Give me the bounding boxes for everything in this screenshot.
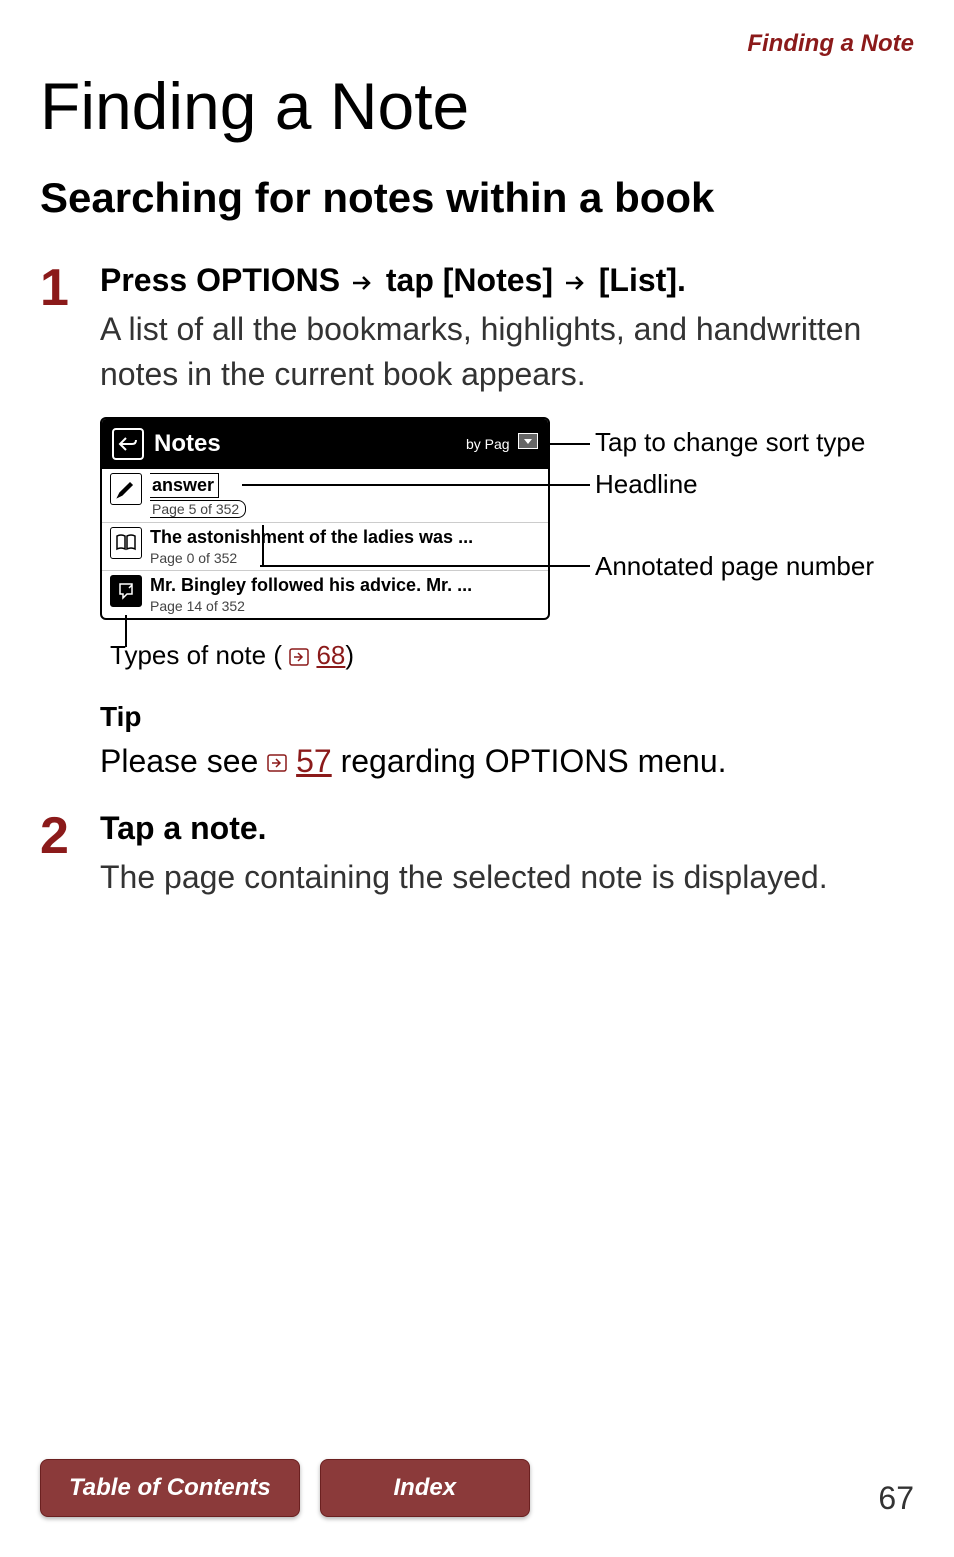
- types-of-note-text: Types of note (: [110, 640, 282, 670]
- tip-link[interactable]: 57: [296, 743, 332, 779]
- callout-line-types: [125, 615, 127, 647]
- pen-icon: [110, 473, 142, 505]
- tip-heading: Tip: [100, 701, 914, 733]
- note-content-1: The astonishment of the ladies was ... P…: [150, 527, 540, 566]
- note-content-0: answer Page 5 of 352: [150, 473, 540, 518]
- toc-button[interactable]: Table of Contents: [40, 1459, 300, 1517]
- types-of-note-link[interactable]: 68: [316, 640, 345, 670]
- sort-label: by Pag: [466, 436, 510, 452]
- header-section-label: Finding a Note: [40, 30, 914, 58]
- chevron-down-icon: [518, 433, 538, 449]
- step-1-content: Press OPTIONS tap [Notes] [List]. A list…: [100, 262, 914, 671]
- step-2-number: 2: [40, 810, 100, 920]
- note-headline-text-0: answer: [150, 473, 219, 498]
- types-of-note-close: ): [345, 640, 354, 670]
- note-page-text-0: Page 5 of 352: [150, 500, 246, 518]
- book-icon: [110, 527, 142, 559]
- callout-page-number: Annotated page number: [595, 551, 874, 582]
- step-1-heading-part-2: [List].: [599, 262, 686, 298]
- page-link-icon: [267, 754, 287, 772]
- note-row-2[interactable]: Mr. Bingley followed his advice. Mr. ...…: [102, 571, 548, 618]
- arrow-right-icon: [566, 275, 586, 291]
- notes-header: Notes by Pag: [102, 419, 548, 469]
- step-2-content: Tap a note. The page containing the sele…: [100, 810, 914, 920]
- screenshot-container: Notes by Pag answer: [100, 417, 914, 620]
- index-button[interactable]: Index: [320, 1459, 530, 1517]
- back-icon[interactable]: [112, 428, 144, 460]
- callout-sort-type: Tap to change sort type: [595, 427, 865, 458]
- note-page-0: Page 5 of 352: [150, 500, 540, 518]
- section-title: Searching for notes within a book: [40, 174, 914, 222]
- callout-line-sort: [540, 443, 590, 445]
- step-1-heading: Press OPTIONS tap [Notes] [List].: [100, 262, 914, 299]
- callout-line-page: [260, 565, 590, 567]
- step-2: 2 Tap a note. The page containing the se…: [40, 810, 914, 920]
- notes-screenshot: Notes by Pag answer: [100, 417, 550, 620]
- note-row-1[interactable]: The astonishment of the ladies was ... P…: [102, 523, 548, 571]
- note-headline-2: Mr. Bingley followed his advice. Mr. ...: [150, 575, 540, 596]
- arrow-right-icon: [353, 275, 373, 291]
- step-1-number: 1: [40, 262, 100, 671]
- note-icon: [110, 575, 142, 607]
- types-of-note: Types of note ( 68): [110, 640, 914, 671]
- callout-headline: Headline: [595, 469, 698, 500]
- step-1-text: A list of all the bookmarks, highlights,…: [100, 307, 914, 397]
- step-1-heading-part-1: tap [Notes]: [386, 262, 562, 298]
- step-1: 1 Press OPTIONS tap [Notes] [List]. A li…: [40, 262, 914, 671]
- notes-header-title: Notes: [154, 430, 466, 458]
- note-content-2: Mr. Bingley followed his advice. Mr. ...…: [150, 575, 540, 614]
- page-link-icon: [289, 648, 309, 666]
- tip-text-part-0: Please see: [100, 743, 267, 779]
- note-row-0[interactable]: answer Page 5 of 352: [102, 469, 548, 523]
- callout-line-vertical-headline: [262, 525, 264, 565]
- tip-text-part-2: regarding OPTIONS menu.: [341, 743, 727, 779]
- page-number: 67: [878, 1480, 914, 1517]
- tip-text: Please see 57 regarding OPTIONS menu.: [100, 743, 914, 780]
- step-2-heading: Tap a note.: [100, 810, 914, 847]
- sort-control[interactable]: by Pag: [466, 433, 538, 454]
- note-headline-1: The astonishment of the ladies was ...: [150, 527, 540, 548]
- footer-buttons: Table of Contents Index: [40, 1459, 530, 1517]
- note-page-1: Page 0 of 352: [150, 550, 540, 566]
- step-2-text: The page containing the selected note is…: [100, 855, 914, 900]
- step-1-heading-part-0: Press OPTIONS: [100, 262, 349, 298]
- main-title: Finding a Note: [40, 68, 914, 144]
- callout-line-headline: [242, 484, 590, 486]
- note-page-2: Page 14 of 352: [150, 598, 540, 614]
